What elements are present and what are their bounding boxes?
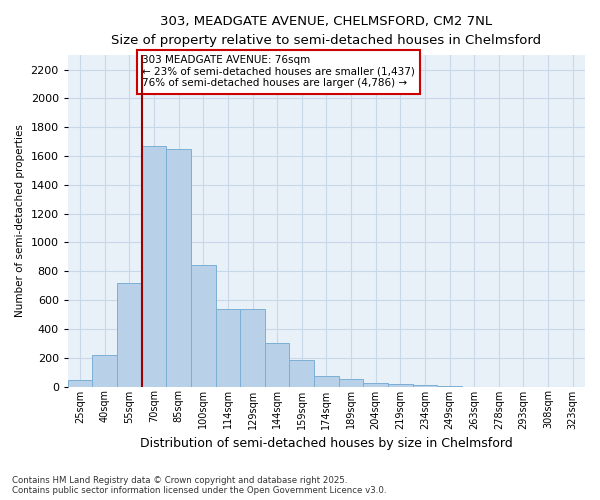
Bar (388, 384, 413, 386)
Bar (142, 146, 166, 386)
Bar (289, 360, 314, 386)
Bar (215, 308, 240, 386)
Bar (314, 376, 339, 386)
Bar (117, 283, 142, 387)
Bar (364, 383, 388, 386)
Y-axis label: Number of semi-detached properties: Number of semi-detached properties (15, 124, 25, 318)
X-axis label: Distribution of semi-detached houses by size in Chelmsford: Distribution of semi-detached houses by … (140, 437, 513, 450)
Bar (265, 344, 289, 386)
Text: 303 MEADGATE AVENUE: 76sqm
← 23% of semi-detached houses are smaller (1,437)
76%: 303 MEADGATE AVENUE: 76sqm ← 23% of semi… (142, 55, 415, 88)
Bar (240, 308, 265, 386)
Bar (166, 150, 191, 386)
Bar (68, 380, 92, 386)
Bar (413, 385, 437, 386)
Bar (339, 380, 364, 386)
Bar (92, 355, 117, 386)
Bar (191, 266, 215, 386)
Text: Contains HM Land Registry data © Crown copyright and database right 2025.
Contai: Contains HM Land Registry data © Crown c… (12, 476, 386, 495)
Title: 303, MEADGATE AVENUE, CHELMSFORD, CM2 7NL
Size of property relative to semi-deta: 303, MEADGATE AVENUE, CHELMSFORD, CM2 7N… (112, 15, 541, 47)
